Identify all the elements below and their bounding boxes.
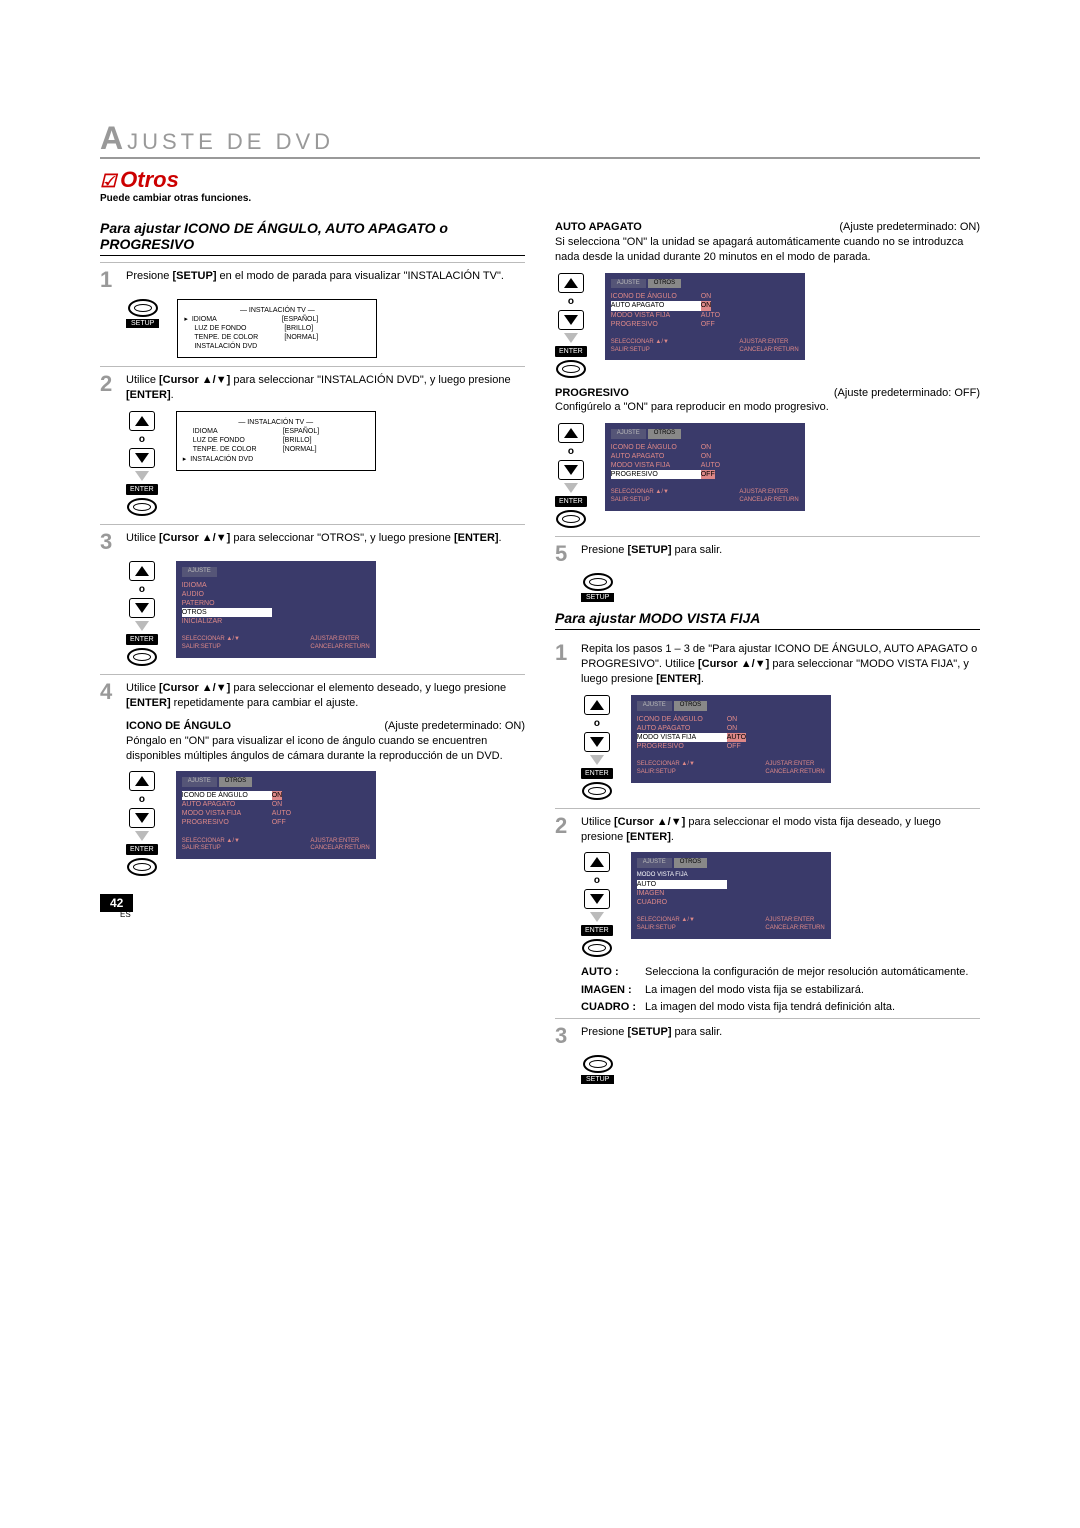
step-4: 4 Utilice [Cursor ▲/▼] para seleccionar …	[100, 674, 525, 711]
section-title: Otros	[120, 167, 179, 192]
nav-pad-graphic: o ENTER	[581, 852, 613, 957]
step-2: 2 Utilice [Cursor ▲/▼] para seleccionar …	[100, 366, 525, 403]
setup-button-graphic: SETUP	[581, 573, 614, 602]
step-num-5: 5	[555, 543, 573, 565]
right-column: AUTO APAGATO(Ajuste predeterminado: ON) …	[555, 214, 980, 1092]
setting-icono: ICONO DE ÁNGULO(Ajuste predeterminado: O…	[126, 719, 525, 764]
section-note: Puede cambiar otras funciones.	[100, 193, 980, 204]
step-num-1: 1	[100, 269, 118, 291]
nav-pad-graphic: o ENTER	[126, 771, 158, 876]
osd-otros-vista: AJUSTEOTROS ICONO DE ÁNGULOON AUTO APAGA…	[631, 695, 831, 783]
nav-pad-graphic: o ENTER	[555, 423, 587, 528]
header-first-letter: A	[100, 120, 127, 156]
osd-instalacion-tv-2: — INSTALACIÓN TV — IDIOMA[ESPAÑOL] LUZ D…	[176, 411, 376, 470]
step-num-3: 3	[100, 531, 118, 553]
osd-otros-progresivo: AJUSTEOTROS ICONO DE ÁNGULOON AUTO APAGA…	[605, 423, 805, 511]
definitions-list: AUTO :Selecciona la configuración de mej…	[581, 965, 980, 1015]
step-num-4: 4	[100, 681, 118, 711]
step-r1: 1 Repita los pasos 1 – 3 de "Para ajusta…	[555, 636, 980, 687]
osd-ajuste: AJUSTE IDIOMA AUDIO PATERNO OTROS INICIA…	[176, 561, 376, 658]
check-icon: ☑	[100, 171, 116, 191]
nav-pad-graphic: o ENTER	[126, 411, 158, 516]
step-r2: 2 Utilice [Cursor ▲/▼] para seleccionar …	[555, 808, 980, 845]
heading-modo-vista: Para ajustar MODO VISTA FIJA	[555, 610, 980, 630]
nav-pad-graphic: o ENTER	[555, 273, 587, 378]
page-header: AJUSTE DE DVD	[100, 120, 980, 159]
setup-button-graphic: SETUP	[581, 1055, 614, 1084]
heading-icono: Para ajustar ICONO DE ÁNGULO, AUTO APAGA…	[100, 220, 525, 256]
step-3: 3 Utilice [Cursor ▲/▼] para seleccionar …	[100, 524, 525, 553]
header-rest: JUSTE DE DVD	[127, 129, 334, 154]
section-title-row: ☑Otros	[100, 167, 980, 193]
osd-otros-auto: AJUSTEOTROS ICONO DE ÁNGULOON AUTO APAGA…	[605, 273, 805, 361]
page-number: 42 ES	[100, 896, 525, 919]
step-num-2: 2	[100, 373, 118, 403]
left-column: Para ajustar ICONO DE ÁNGULO, AUTO APAGA…	[100, 214, 525, 1092]
osd-otros-icono: AJUSTEOTROS ICONO DE ÁNGULOON AUTO APAGA…	[176, 771, 376, 859]
setup-button-graphic: SETUP	[126, 299, 159, 328]
setting-progresivo: PROGRESIVO(Ajuste predeterminado: OFF) C…	[555, 386, 980, 416]
step-5: 5 Presione [SETUP] para salir.	[555, 536, 980, 565]
nav-pad-graphic: o ENTER	[581, 695, 613, 800]
osd-vista-options: AJUSTEOTROS MODO VISTA FIJA AUTO IMAGEN …	[631, 852, 831, 938]
step-r3: 3 Presione [SETUP] para salir.	[555, 1018, 980, 1047]
setting-auto-apagato: AUTO APAGATO(Ajuste predeterminado: ON) …	[555, 220, 980, 265]
nav-pad-graphic: o ENTER	[126, 561, 158, 666]
step-1: 1 Presione [SETUP] en el modo de parada …	[100, 262, 525, 291]
osd-instalacion-tv-1: — INSTALACIÓN TV — ▸IDIOMA[ESPAÑOL] LUZ …	[177, 299, 377, 358]
